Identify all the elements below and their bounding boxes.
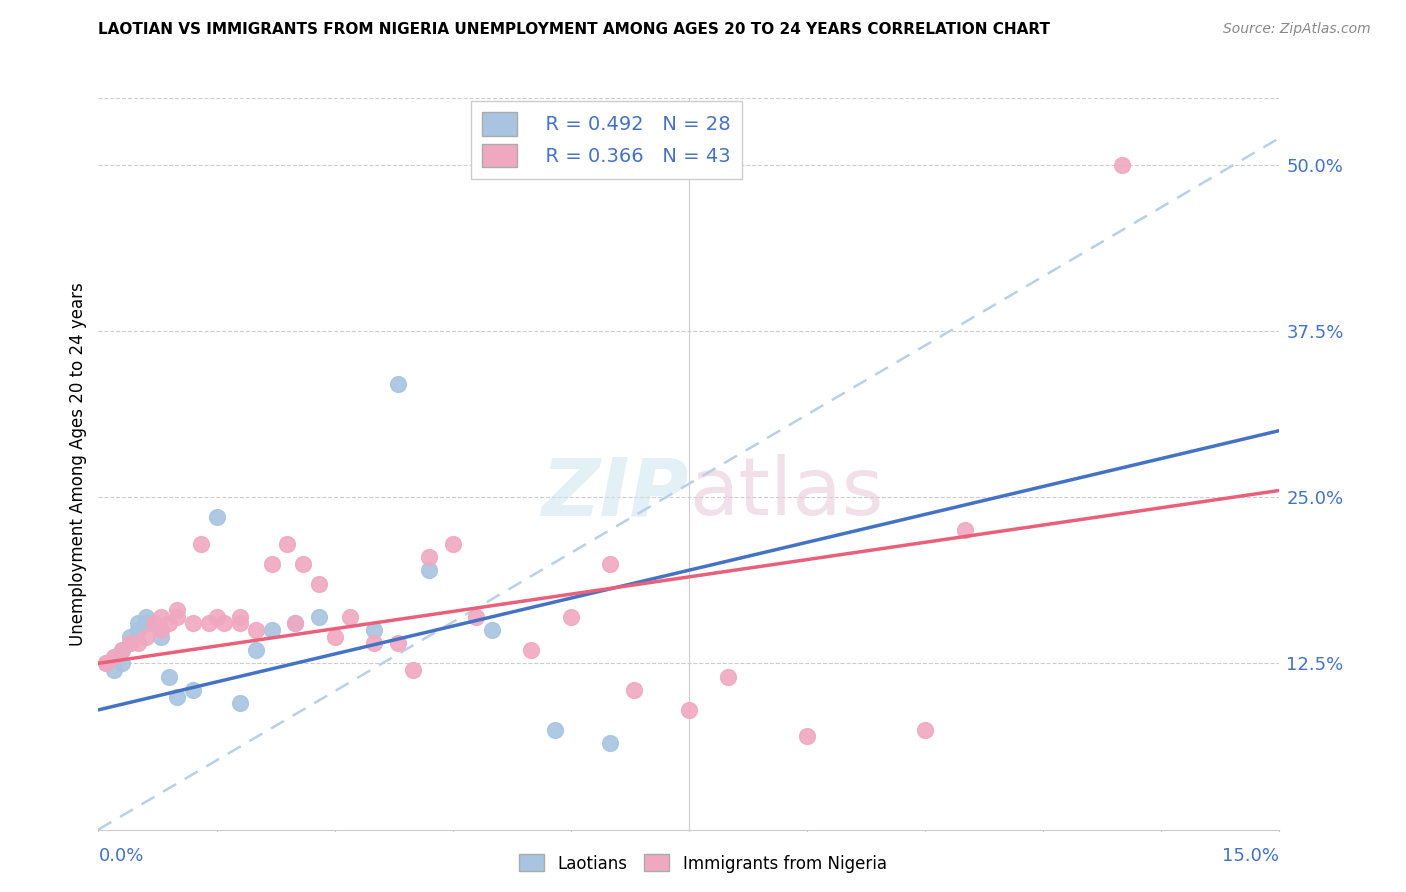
Point	[441, 536, 464, 550]
Point	[465, 609, 488, 624]
Point	[308, 609, 330, 624]
Point	[418, 563, 440, 577]
Point	[197, 616, 219, 631]
Point	[481, 623, 503, 637]
Point	[118, 636, 141, 650]
Text: ZIP: ZIP	[541, 454, 689, 533]
Point	[205, 510, 228, 524]
Point	[181, 682, 204, 697]
Point	[150, 630, 173, 644]
Point	[245, 623, 267, 637]
Point	[157, 616, 180, 631]
Point	[953, 524, 976, 538]
Point	[914, 723, 936, 737]
Point	[214, 616, 236, 631]
Text: LAOTIAN VS IMMIGRANTS FROM NIGERIA UNEMPLOYMENT AMONG AGES 20 TO 24 YEARS CORREL: LAOTIAN VS IMMIGRANTS FROM NIGERIA UNEMP…	[98, 22, 1050, 37]
Point	[560, 609, 582, 624]
Legend:   R = 0.492   N = 28,   R = 0.366   N = 43: R = 0.492 N = 28, R = 0.366 N = 43	[471, 101, 742, 179]
Point	[229, 609, 252, 624]
Point	[135, 609, 157, 624]
Point	[166, 609, 188, 624]
Text: Source: ZipAtlas.com: Source: ZipAtlas.com	[1223, 22, 1371, 37]
Point	[599, 736, 621, 750]
Point	[387, 377, 409, 392]
Point	[229, 696, 252, 710]
Point	[363, 636, 385, 650]
Point	[127, 616, 149, 631]
Point	[96, 657, 118, 671]
Point	[678, 703, 700, 717]
Point	[260, 557, 283, 571]
Point	[292, 557, 315, 571]
Point	[127, 636, 149, 650]
Point	[96, 657, 118, 671]
Legend: Laotians, Immigrants from Nigeria: Laotians, Immigrants from Nigeria	[513, 847, 893, 880]
Point	[190, 536, 212, 550]
Point	[323, 630, 346, 644]
Point	[544, 723, 567, 737]
Point	[229, 616, 252, 631]
Point	[796, 730, 818, 744]
Point	[166, 690, 188, 704]
Point	[308, 576, 330, 591]
Point	[387, 636, 409, 650]
Point	[260, 623, 283, 637]
Point	[118, 636, 141, 650]
Y-axis label: Unemployment Among Ages 20 to 24 years: Unemployment Among Ages 20 to 24 years	[69, 282, 87, 646]
Point	[111, 657, 134, 671]
Point	[276, 536, 298, 550]
Point	[150, 623, 173, 637]
Point	[118, 630, 141, 644]
Text: 0.0%: 0.0%	[98, 847, 143, 864]
Point	[599, 557, 621, 571]
Point	[339, 609, 361, 624]
Point	[157, 670, 180, 684]
Point	[127, 623, 149, 637]
Text: 15.0%: 15.0%	[1222, 847, 1279, 864]
Point	[111, 643, 134, 657]
Point	[135, 630, 157, 644]
Point	[142, 616, 165, 631]
Point	[166, 603, 188, 617]
Point	[181, 616, 204, 631]
Point	[402, 663, 425, 677]
Point	[103, 663, 125, 677]
Point	[717, 670, 740, 684]
Point	[245, 643, 267, 657]
Point	[111, 643, 134, 657]
Point	[103, 649, 125, 664]
Point	[103, 649, 125, 664]
Point	[150, 609, 173, 624]
Point	[142, 616, 165, 631]
Point	[284, 616, 307, 631]
Point	[623, 682, 645, 697]
Point	[418, 549, 440, 564]
Point	[284, 616, 307, 631]
Point	[520, 643, 543, 657]
Point	[1111, 158, 1133, 172]
Point	[363, 623, 385, 637]
Text: atlas: atlas	[689, 454, 883, 533]
Point	[205, 609, 228, 624]
Point	[135, 616, 157, 631]
